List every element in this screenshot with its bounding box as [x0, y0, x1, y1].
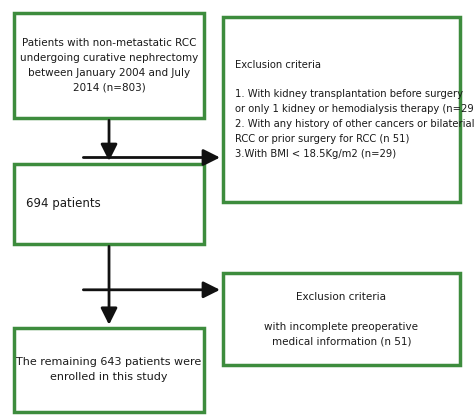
FancyBboxPatch shape [14, 328, 204, 412]
FancyBboxPatch shape [223, 273, 460, 365]
Text: The remaining 643 patients were
enrolled in this study: The remaining 643 patients were enrolled… [17, 357, 201, 382]
FancyBboxPatch shape [14, 164, 204, 244]
Text: Exclusion criteria

with incomplete preoperative
medical information (n 51): Exclusion criteria with incomplete preop… [264, 292, 418, 346]
Text: Exclusion criteria

1. With kidney transplantation before surgery
or only 1 kidn: Exclusion criteria 1. With kidney transp… [235, 60, 474, 159]
FancyBboxPatch shape [223, 17, 460, 202]
FancyBboxPatch shape [14, 13, 204, 118]
Text: 694 patients: 694 patients [26, 197, 101, 210]
Text: Patients with non-metastatic RCC
undergoing curative nephrectomy
between January: Patients with non-metastatic RCC undergo… [20, 38, 198, 92]
